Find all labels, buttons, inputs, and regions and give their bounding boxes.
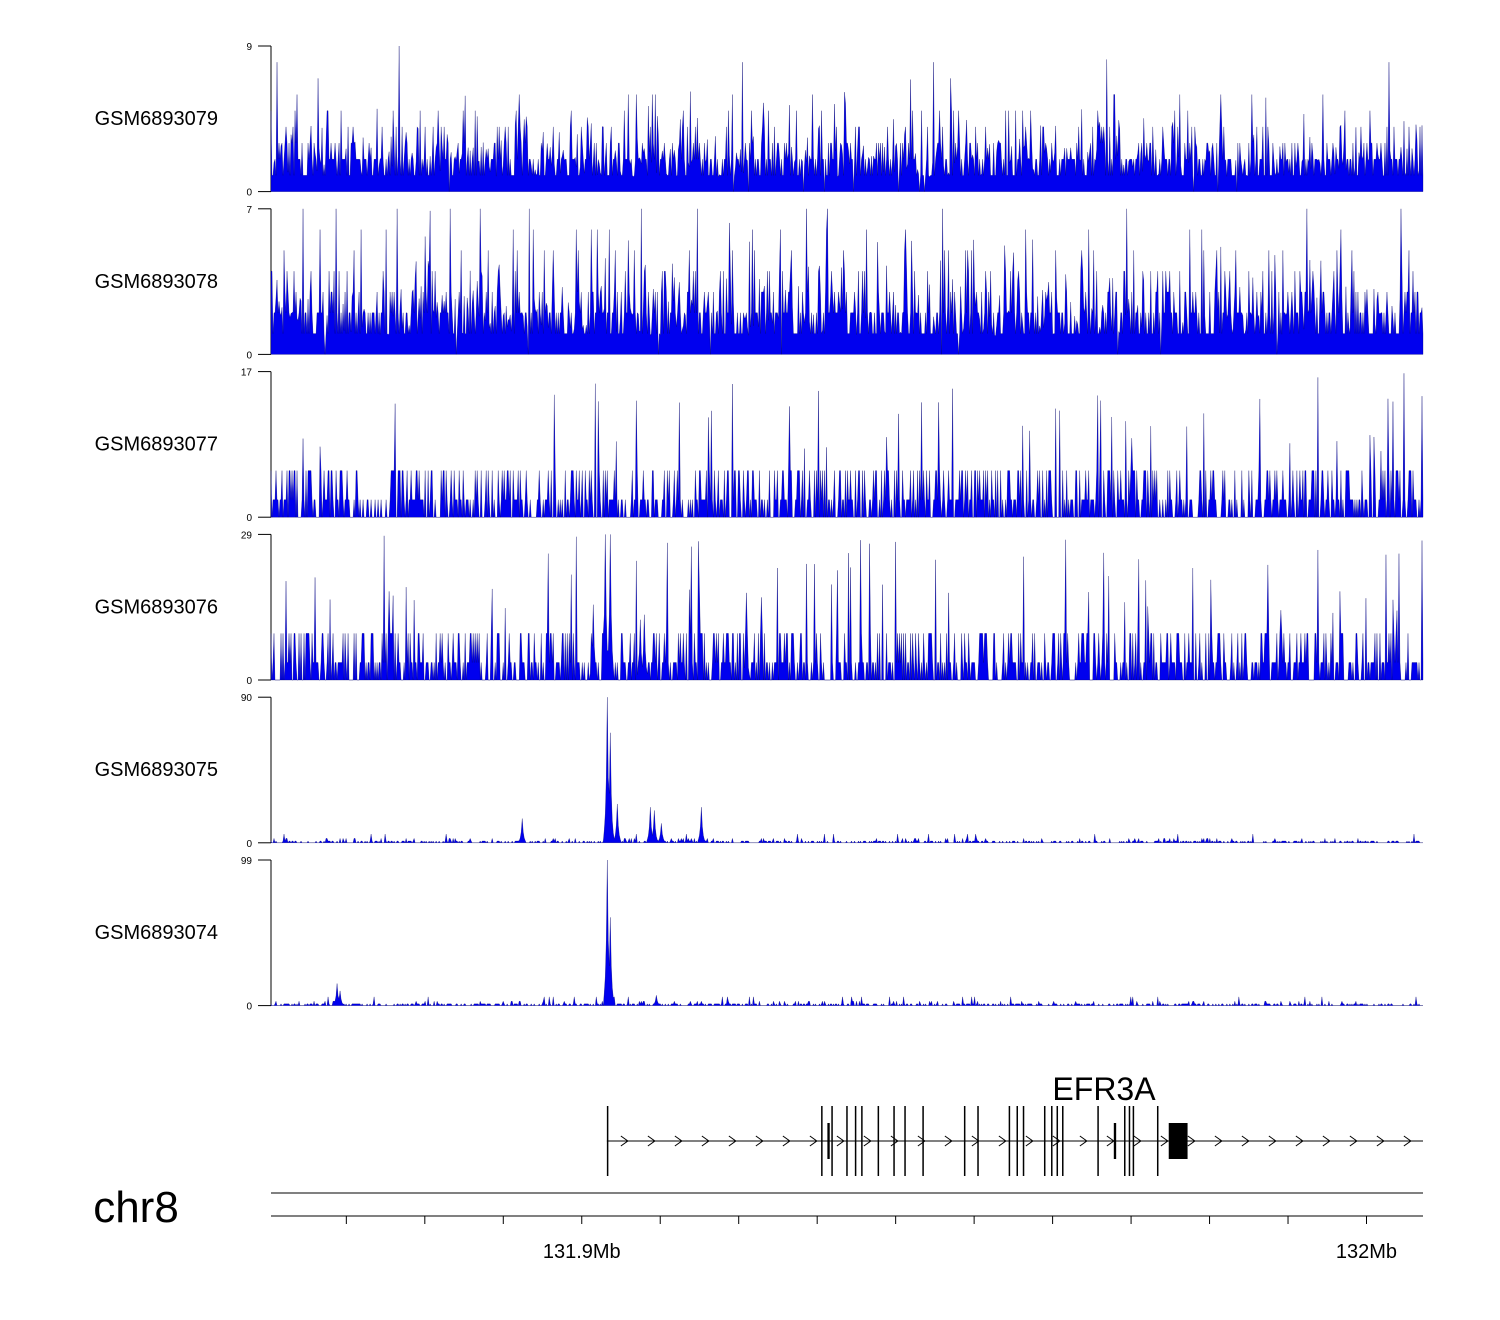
track-GSM6893076: GSM6893076 29 0	[95, 530, 1424, 687]
coverage-tracks: GSM689307990GSM689307870GSM6893077170GSM…	[95, 42, 1424, 1013]
y-max-label: 9	[246, 42, 252, 53]
gene-model	[606, 1106, 1423, 1176]
track-GSM6893078: GSM6893078 7 0	[95, 205, 1424, 361]
y-max-label: 17	[241, 368, 253, 379]
strand-arrow	[620, 1135, 629, 1147]
exon	[877, 1106, 880, 1176]
exon	[922, 1106, 924, 1176]
track-GSM6893077: GSM6893077 17 0	[95, 368, 1424, 524]
strand-arrow	[1376, 1135, 1385, 1147]
axis-tick-label: 132Mb	[1336, 1241, 1397, 1263]
strand-arrow	[647, 1135, 656, 1147]
gene-track: EFR3A	[606, 1071, 1423, 1176]
track-label: GSM6893075	[95, 759, 218, 781]
exon	[846, 1106, 848, 1176]
track-label: GSM6893078	[95, 271, 218, 293]
track-GSM6893079: GSM6893079 9 0	[95, 42, 1424, 199]
strand-arrow	[944, 1135, 953, 1147]
track-label: GSM6893077	[95, 434, 218, 456]
strand-arrow	[917, 1135, 926, 1147]
exon	[1016, 1106, 1018, 1176]
exon	[893, 1106, 895, 1176]
coverage-area	[270, 534, 1424, 681]
strand-arrow	[1349, 1135, 1358, 1147]
exon	[963, 1106, 966, 1176]
exon	[831, 1106, 833, 1176]
strand-arrow	[755, 1135, 764, 1147]
exon	[1008, 1106, 1011, 1176]
exon	[1168, 1123, 1188, 1159]
track-label: GSM6893079	[95, 108, 218, 130]
strand-arrow	[1160, 1135, 1169, 1147]
exon	[904, 1106, 906, 1176]
strand-arrow	[1241, 1135, 1250, 1147]
exon	[854, 1106, 857, 1176]
strand-arrow	[1295, 1135, 1304, 1147]
strand-arrow	[863, 1135, 872, 1147]
y-min-label: 0	[246, 188, 252, 199]
exon	[821, 1106, 823, 1176]
coverage-area	[270, 697, 1423, 844]
exon	[1097, 1106, 1099, 1176]
strand-arrow	[809, 1135, 818, 1147]
exon	[861, 1106, 863, 1176]
exon	[1156, 1106, 1159, 1176]
coverage-area	[270, 208, 1424, 355]
strand-arrow	[1025, 1135, 1034, 1147]
exon	[1043, 1106, 1046, 1176]
track-GSM6893074: GSM6893074 99 0	[95, 856, 1423, 1013]
chromosome-axis: chr8 131.9Mb 132Mb	[93, 1183, 1423, 1263]
y-min-label: 0	[246, 676, 252, 687]
strand-arrow	[1214, 1135, 1223, 1147]
track-GSM6893075: GSM6893075 90 0	[95, 693, 1423, 850]
strand-arrow	[728, 1135, 737, 1147]
exon	[1132, 1106, 1135, 1176]
strand-arrow	[782, 1135, 791, 1147]
exon	[1051, 1106, 1053, 1176]
strand-arrow	[1079, 1135, 1088, 1147]
exon	[977, 1106, 979, 1176]
y-min-label: 0	[246, 350, 252, 361]
exon	[827, 1123, 830, 1159]
strand-arrow	[1268, 1135, 1277, 1147]
coverage-area	[270, 373, 1424, 518]
strand-arrow	[890, 1135, 899, 1147]
track-label: GSM6893076	[95, 596, 218, 618]
axis-ticks: 131.9Mb 132Mb	[345, 1216, 1397, 1263]
chromosome-label: chr8	[93, 1183, 179, 1232]
strand-arrow	[1403, 1135, 1412, 1147]
exon	[1128, 1106, 1131, 1176]
exon	[1124, 1106, 1126, 1176]
strand-arrow	[836, 1135, 845, 1147]
y-max-label: 29	[241, 530, 253, 541]
exon	[1113, 1123, 1117, 1159]
strand-arrow	[998, 1135, 1007, 1147]
y-max-label: 99	[241, 856, 253, 867]
coverage-area	[270, 45, 1424, 192]
y-min-label: 0	[246, 1002, 252, 1013]
y-min-label: 0	[246, 839, 252, 850]
y-min-label: 0	[246, 513, 252, 524]
strand-arrow	[971, 1135, 980, 1147]
coverage-area	[270, 859, 1423, 1007]
axis-tick-label: 131.9Mb	[543, 1241, 621, 1263]
y-max-label: 7	[246, 205, 252, 216]
exon	[1022, 1106, 1025, 1176]
y-max-label: 90	[241, 693, 253, 704]
strand-arrow	[701, 1135, 710, 1147]
strand-arrow	[1133, 1135, 1142, 1147]
exon	[1056, 1106, 1059, 1176]
strand-arrow	[1052, 1135, 1061, 1147]
exon	[606, 1106, 609, 1176]
gene-name-label: EFR3A	[1052, 1071, 1156, 1107]
strand-arrow	[1322, 1135, 1331, 1147]
exon	[1062, 1106, 1064, 1176]
strand-arrow	[674, 1135, 683, 1147]
track-label: GSM6893074	[95, 922, 218, 944]
strand-arrow	[1187, 1135, 1196, 1147]
